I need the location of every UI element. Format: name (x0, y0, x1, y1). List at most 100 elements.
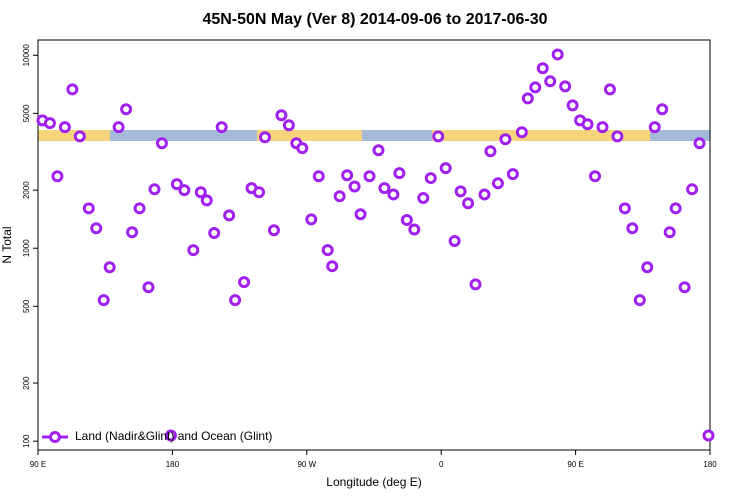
point (603, 83, 616, 96)
point (589, 170, 602, 183)
y-tick-label: 500 (22, 299, 31, 313)
x-tick-label: 180 (166, 460, 180, 469)
point (566, 99, 579, 112)
point (82, 202, 95, 215)
point (133, 202, 146, 215)
legend-label: Land (Nadir&Glint) and Ocean (Glint) (75, 429, 272, 443)
point (326, 260, 339, 273)
point (215, 121, 228, 134)
point (238, 276, 251, 289)
point (253, 186, 266, 199)
point (462, 197, 475, 210)
point (506, 168, 519, 181)
point (544, 75, 557, 88)
point (663, 226, 676, 239)
x-tick-label: 180 (703, 460, 717, 469)
ocean-band (362, 130, 432, 141)
point (551, 48, 564, 61)
point (469, 278, 482, 291)
point (296, 142, 309, 155)
chart-title: 45N-50N May (Ver 8) 2014-09-06 to 2017-0… (202, 11, 547, 28)
point (596, 121, 609, 134)
point (333, 190, 346, 203)
point (97, 294, 110, 307)
point (484, 145, 497, 158)
x-tick-label: 90 E (567, 460, 583, 469)
point (208, 226, 221, 239)
point (267, 224, 280, 237)
point (678, 281, 691, 294)
point (372, 144, 385, 157)
point (90, 222, 103, 235)
point (702, 429, 715, 442)
point (387, 188, 400, 201)
point (142, 281, 155, 294)
y-tick-label: 100 (22, 434, 31, 448)
point (529, 81, 542, 94)
point (258, 131, 271, 144)
point (363, 170, 376, 183)
point (424, 172, 437, 185)
point (200, 194, 213, 207)
point (633, 294, 646, 307)
point (521, 92, 534, 105)
y-tick-label: 200 (22, 376, 31, 390)
y-axis-label: N Total (0, 226, 14, 263)
point (178, 184, 191, 197)
point (536, 62, 549, 75)
point (103, 261, 116, 274)
x-tick-label: 0 (439, 460, 444, 469)
point (400, 214, 413, 227)
point (693, 137, 706, 150)
point (51, 170, 64, 183)
point (454, 185, 467, 198)
point (491, 177, 504, 190)
point (408, 223, 421, 236)
point (515, 126, 528, 139)
point (341, 169, 354, 182)
point (66, 83, 79, 96)
point (448, 235, 461, 248)
ocean-band (650, 130, 710, 141)
point (58, 121, 71, 134)
plot-frame (37, 39, 711, 451)
point (321, 244, 334, 257)
x-axis-label: Longitude (deg E) (326, 475, 421, 489)
point (432, 130, 445, 143)
point (354, 208, 367, 221)
point (187, 244, 200, 257)
point (618, 202, 631, 215)
x-tick-label: 90 W (297, 460, 316, 469)
point (223, 209, 236, 222)
point (641, 261, 654, 274)
point (417, 192, 430, 205)
point (559, 80, 572, 93)
point (194, 186, 207, 199)
point (164, 429, 177, 442)
point (686, 183, 699, 196)
point (581, 118, 594, 131)
point (669, 202, 682, 215)
point (611, 130, 624, 143)
x-tick-label: 90 E (30, 460, 46, 469)
point (378, 182, 391, 195)
point (282, 119, 295, 132)
point (312, 170, 325, 183)
point (439, 162, 452, 175)
point (348, 180, 361, 193)
point (275, 109, 288, 122)
map-strip (38, 130, 710, 141)
point (126, 226, 139, 239)
point (648, 121, 661, 134)
y-tick-label: 2000 (22, 181, 31, 199)
point (112, 121, 125, 134)
y-tick-label: 10000 (22, 44, 31, 67)
point (73, 130, 86, 143)
point (120, 103, 133, 116)
y-tick-label: 5000 (22, 104, 31, 122)
point (155, 137, 168, 150)
point (393, 167, 406, 180)
point (305, 213, 318, 226)
point (626, 222, 639, 235)
